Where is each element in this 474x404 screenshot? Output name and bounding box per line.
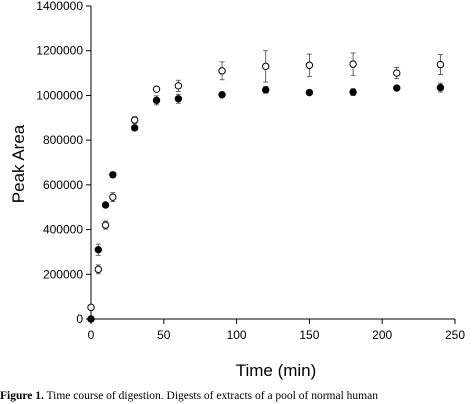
y-axis-title: Peak Area	[9, 124, 28, 203]
data-point-open	[101, 221, 110, 229]
y-tick-label: 600000	[43, 178, 83, 192]
data-point-open	[109, 193, 117, 201]
data-point-filled	[109, 171, 117, 179]
data-point-open	[393, 69, 401, 77]
data-point-filled	[87, 315, 95, 323]
data-point-open	[305, 61, 314, 69]
series-1	[87, 82, 445, 323]
x-tick-label: 250	[445, 328, 465, 342]
data-point-filled	[393, 84, 401, 92]
data-point-open	[152, 85, 161, 93]
data-point-open	[174, 82, 183, 90]
x-tick-label: 50	[157, 328, 171, 342]
x-tick-label: 0	[88, 328, 95, 342]
data-point-filled	[349, 88, 357, 96]
data-point-filled	[218, 91, 226, 99]
data-point-filled	[152, 96, 161, 105]
y-tick-label: 400000	[43, 223, 83, 237]
y-tick-label: 1200000	[36, 44, 83, 58]
x-tick-label: 150	[299, 328, 319, 342]
y-tick-label: 800000	[43, 133, 83, 147]
data-point-open	[218, 67, 226, 75]
figure-caption: Figure 1. Time course of digestion. Dige…	[0, 388, 474, 404]
x-tick-label: 100	[227, 328, 247, 342]
chart: 0 200000 400000 600000 800000 1000000 1200000 1…	[9, 0, 465, 380]
data-point-open	[349, 60, 357, 68]
data-point-filled	[174, 95, 183, 103]
series-2	[87, 50, 445, 312]
data-point-open	[130, 116, 139, 124]
y-tick-label: 0	[76, 312, 83, 326]
caption-text: Time course of digestion. Digests of ext…	[43, 390, 378, 402]
x-tick-label: 200	[372, 328, 392, 342]
data-point-filled	[94, 245, 102, 254]
x-axis-ticks: 0 50 100 150 200 250	[88, 319, 465, 342]
data-point-open	[94, 265, 102, 274]
data-point-filled	[305, 88, 314, 97]
data-point-filled	[436, 83, 445, 92]
x-axis-title: Time (min)	[236, 361, 317, 380]
caption-label: Figure 1.	[0, 390, 44, 402]
data-point-open	[436, 60, 445, 69]
axes	[90, 6, 455, 320]
y-tick-label: 1400000	[36, 0, 83, 13]
y-tick-label: 200000	[43, 267, 83, 281]
data-point-filled	[262, 86, 270, 94]
data-point-open	[262, 62, 270, 71]
data-point-filled	[130, 124, 139, 132]
data-marks	[87, 50, 445, 323]
data-point-filled	[101, 201, 110, 209]
y-axis-ticks: 0 200000 400000 600000 800000 1000000 1200000 1…	[36, 0, 91, 326]
data-point-open	[87, 303, 95, 312]
y-tick-label: 1000000	[36, 88, 83, 102]
